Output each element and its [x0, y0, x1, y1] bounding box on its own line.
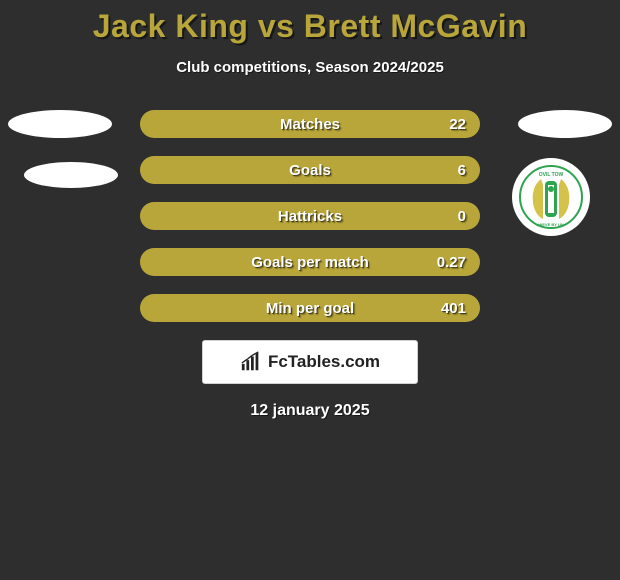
player-right-logo-placeholder [518, 110, 612, 138]
stat-label: Hattricks [278, 208, 342, 225]
stat-right-value: 6 [458, 162, 466, 179]
comparison-area: OVIL TOW HIEVE BY UN Matches 22 Goals 6 … [0, 110, 620, 420]
svg-text:OVIL TOW: OVIL TOW [539, 172, 564, 178]
page-title: Jack King vs Brett McGavin [0, 0, 620, 45]
brand-text: FcTables.com [268, 352, 380, 372]
stat-row-goals-per-match: Goals per match 0.27 [140, 248, 480, 276]
svg-text:HIEVE BY UN: HIEVE BY UN [538, 222, 564, 227]
stat-label: Goals [289, 162, 331, 179]
brand-badge[interactable]: FcTables.com [202, 340, 418, 384]
stat-row-matches: Matches 22 [140, 110, 480, 138]
stat-label: Matches [280, 116, 340, 133]
stat-right-value: 22 [449, 116, 466, 133]
bar-chart-icon [240, 351, 262, 373]
stat-label: Min per goal [266, 300, 354, 317]
stat-row-min-per-goal: Min per goal 401 [140, 294, 480, 322]
stat-right-value: 0 [458, 208, 466, 225]
club-crest-right: OVIL TOW HIEVE BY UN [512, 158, 590, 236]
stat-bars: Matches 22 Goals 6 Hattricks 0 Goals per… [140, 110, 480, 322]
stat-label: Goals per match [251, 254, 369, 271]
stat-right-value: 401 [441, 300, 466, 317]
stat-row-goals: Goals 6 [140, 156, 480, 184]
stat-row-hattricks: Hattricks 0 [140, 202, 480, 230]
subtitle: Club competitions, Season 2024/2025 [0, 59, 620, 76]
stat-right-value: 0.27 [437, 254, 466, 271]
player-left-logo-placeholder-1 [8, 110, 112, 138]
yeovil-crest-icon: OVIL TOW HIEVE BY UN [519, 165, 583, 229]
date-footer: 12 january 2025 [0, 402, 620, 420]
player-left-logo-placeholder-2 [24, 162, 118, 188]
